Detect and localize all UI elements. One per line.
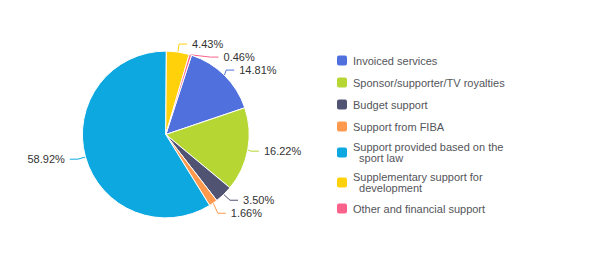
svg-text:Budget support: Budget support: [353, 99, 428, 111]
svg-text:sport law: sport law: [353, 152, 403, 164]
svg-text:14.81%: 14.81%: [239, 64, 277, 76]
svg-text:0.46%: 0.46%: [224, 51, 255, 63]
svg-text:4.43%: 4.43%: [192, 38, 223, 50]
svg-text:Sponsor/supporter/TV royalties: Sponsor/supporter/TV royalties: [353, 77, 505, 89]
svg-text:Support provided based on the: Support provided based on the: [353, 141, 504, 153]
svg-text:58.92%: 58.92%: [27, 153, 65, 165]
svg-text:Invoiced services: Invoiced services: [353, 55, 438, 67]
svg-text:1.66%: 1.66%: [231, 207, 262, 219]
svg-text:16.22%: 16.22%: [264, 145, 302, 157]
svg-text:Support from FIBA: Support from FIBA: [353, 121, 445, 133]
svg-text:Supplementary support for: Supplementary support for: [353, 171, 483, 183]
svg-text:Other and financial support: Other and financial support: [353, 203, 485, 215]
svg-text:development: development: [353, 182, 422, 194]
svg-text:3.50%: 3.50%: [243, 194, 274, 206]
